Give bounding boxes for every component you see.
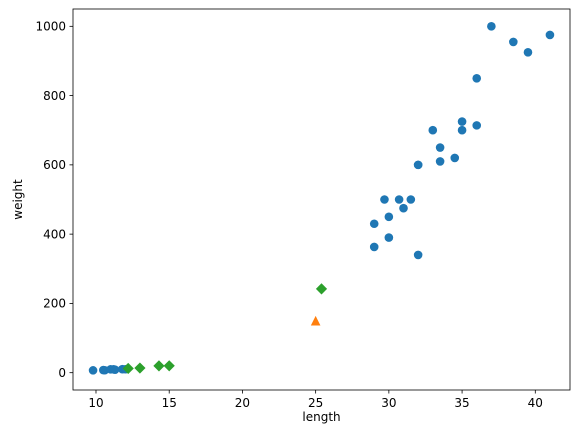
x-tick-label-25: 25 [308,396,323,410]
point-circle-0-27 [487,22,496,31]
point-circle-0-25 [472,121,482,130]
y-axis-label: weight [11,179,25,220]
y-tick-label-200: 200 [43,297,66,311]
point-diamond-1-1 [134,362,146,374]
y-tick-label-1000: 1000 [35,20,66,34]
plot-area [88,22,555,375]
x-tick-label-10: 10 [88,396,103,410]
point-circle-0-22 [450,153,460,163]
y-tick-label-800: 800 [43,89,66,103]
x-tick-label-40: 40 [528,396,543,410]
point-circle-0-0 [88,366,98,375]
point-circle-0-21 [435,143,445,152]
point-circle-0-15 [406,195,416,204]
point-circle-0-29 [523,47,533,57]
point-circle-0-10 [380,195,389,204]
plot-frame [72,8,571,391]
point-circle-0-16 [413,250,423,260]
point-circle-0-24 [457,117,467,126]
point-diamond-1-4 [315,283,328,295]
point-circle-0-11 [384,233,394,242]
point-circle-0-5 [110,365,120,374]
x-tick-label-35: 35 [454,396,469,410]
point-circle-0-12 [384,212,394,222]
y-tick-label-600: 600 [43,158,66,172]
point-diamond-1-0 [122,362,134,375]
point-circle-0-28 [509,37,518,47]
point-diamond-1-2 [153,360,165,372]
point-circle-0-20 [435,157,445,166]
point-circle-0-9 [369,219,379,229]
point-circle-0-18 [413,160,423,170]
y-tick-label-400: 400 [43,227,66,241]
x-axis-label: length [302,410,340,424]
x-tick-label-20: 20 [235,396,250,410]
point-circle-0-26 [472,73,482,83]
y-tick-label-0: 0 [58,366,66,380]
point-circle-0-8 [369,242,379,252]
point-circle-0-30 [545,30,555,40]
point-circle-0-23 [457,125,467,135]
point-circle-0-19 [428,125,438,135]
point-circle-0-13 [394,195,404,204]
x-tick-label-30: 30 [381,396,396,410]
point-diamond-1-3 [163,360,175,372]
x-tick-label-15: 15 [162,396,177,410]
point-triangle-2-0 [310,315,321,326]
point-circle-0-14 [399,203,408,213]
